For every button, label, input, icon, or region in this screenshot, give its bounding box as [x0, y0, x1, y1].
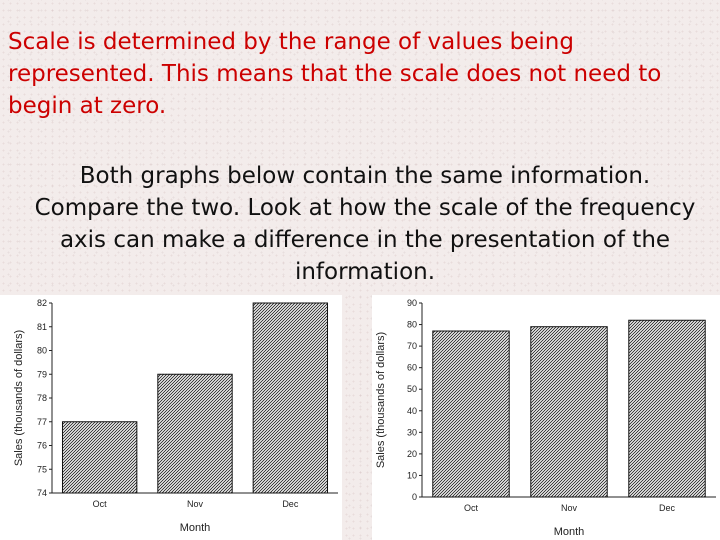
bar-dec: [628, 319, 706, 498]
bar-oct: [61, 421, 138, 494]
chart-truncated-scale-svg: 74 75 76 77 78 79 80 81 82 Oct Nov Dec Month Sales (t…: [13, 298, 338, 534]
x-tick-label: Oct: [464, 503, 479, 513]
x-tick-label: Nov: [561, 503, 578, 513]
y-tick-label: 77: [37, 417, 47, 427]
bar-nov: [157, 373, 233, 494]
x-tick-label: Oct: [93, 499, 108, 509]
y-tick-label: 80: [37, 346, 47, 356]
y-tick-label: 30: [407, 427, 417, 437]
y-axis-title: Sales (thousands of dollars): [375, 332, 387, 468]
y-tick-label: 78: [37, 393, 47, 403]
compare-text: Both graphs below contain the same infor…: [34, 163, 696, 285]
x-axis-title: Month: [180, 522, 211, 534]
y-tick-label: 20: [407, 449, 417, 459]
x-tick-label: Dec: [659, 503, 676, 513]
y-tick-label: 80: [407, 320, 417, 330]
y-tick-label: 90: [407, 298, 417, 308]
bar-nov: [530, 326, 608, 498]
bar-oct: [432, 330, 510, 498]
chart-zero-scale: 0 10 20 30 40 50 60 70 80 90 Oct Nov Dec Month Sales (…: [372, 295, 720, 540]
intro-text: Scale is determined by the range of valu…: [8, 29, 662, 119]
y-tick-label: 70: [407, 341, 417, 351]
y-tick-label: 40: [407, 406, 417, 416]
chart-zero-scale-svg: 0 10 20 30 40 50 60 70 80 90 Oct Nov Dec Month Sales (…: [375, 298, 716, 538]
y-tick-label: 74: [37, 488, 47, 498]
y-tick-label: 0: [412, 492, 417, 502]
bar-dec: [252, 302, 329, 494]
y-tick-label: 76: [37, 441, 47, 451]
y-tick-label: 50: [407, 384, 417, 394]
x-axis-title: Month: [554, 526, 585, 538]
y-tick-label: 60: [407, 363, 417, 373]
chart-truncated-scale: 74 75 76 77 78 79 80 81 82 Oct Nov Dec Month Sales (t…: [0, 295, 342, 540]
x-tick-label: Nov: [187, 499, 204, 509]
x-tick-label: Dec: [282, 499, 299, 509]
y-tick-label: 75: [37, 464, 47, 474]
y-tick-label: 79: [37, 369, 47, 379]
y-tick-label: 81: [37, 322, 47, 332]
y-axis-title: Sales (thousands of dollars): [13, 330, 25, 466]
y-tick-label: 82: [37, 298, 47, 308]
y-tick-label: 10: [407, 470, 417, 480]
